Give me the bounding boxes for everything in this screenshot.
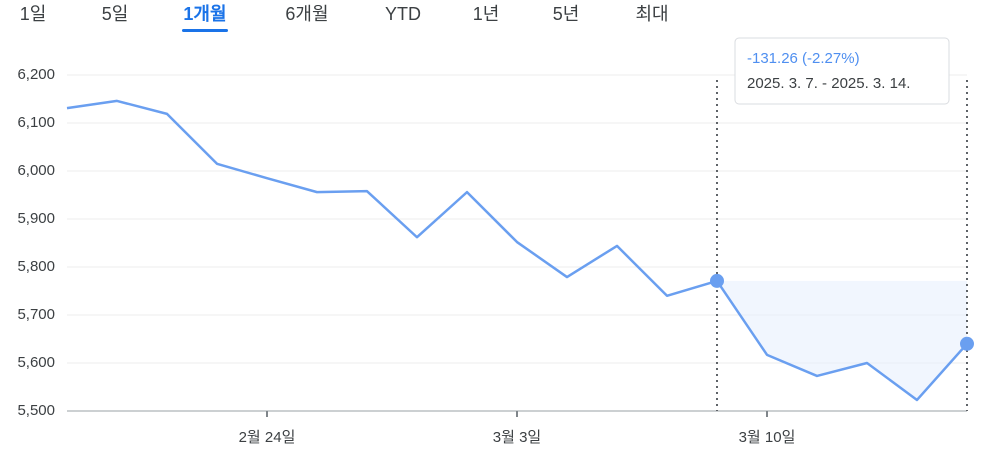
- y-tick-label: 5,500: [17, 402, 55, 419]
- y-tick-label: 5,800: [17, 258, 55, 275]
- selection-point: [960, 336, 974, 351]
- x-tick-label: 2월 24일: [239, 429, 296, 446]
- time-range-tab[interactable]: 5일: [102, 4, 129, 24]
- time-range-tab[interactable]: 1개월: [183, 4, 226, 24]
- tooltip-range: 2025. 3. 7. - 2025. 3. 14.: [747, 75, 910, 92]
- y-tick-label: 5,700: [17, 306, 55, 323]
- active-tab-underline: [182, 29, 228, 32]
- price-line: [66, 99, 968, 402]
- time-range-tab[interactable]: YTD: [385, 4, 421, 24]
- tooltip: [734, 37, 950, 105]
- y-tick-label: 6,100: [17, 114, 55, 131]
- time-range-tab[interactable]: 6개월: [285, 4, 328, 24]
- time-range-tab[interactable]: 1년: [473, 4, 500, 24]
- tooltip-change: -131.26 (-2.27%): [747, 50, 860, 67]
- y-tick-label: 6,000: [17, 162, 55, 179]
- y-tick-label: 5,600: [17, 354, 55, 371]
- x-tick-label: 3월 10일: [739, 429, 796, 446]
- x-tick-label: 3월 3일: [493, 429, 541, 446]
- y-tick-label: 6,200: [17, 66, 55, 83]
- selection-shade: [717, 280, 967, 400]
- selection-point: [710, 273, 724, 288]
- time-range-tab[interactable]: 5년: [553, 4, 580, 24]
- time-range-tab[interactable]: 1일: [20, 4, 47, 24]
- y-tick-label: 5,900: [17, 210, 55, 227]
- time-range-tab[interactable]: 최대: [635, 4, 668, 24]
